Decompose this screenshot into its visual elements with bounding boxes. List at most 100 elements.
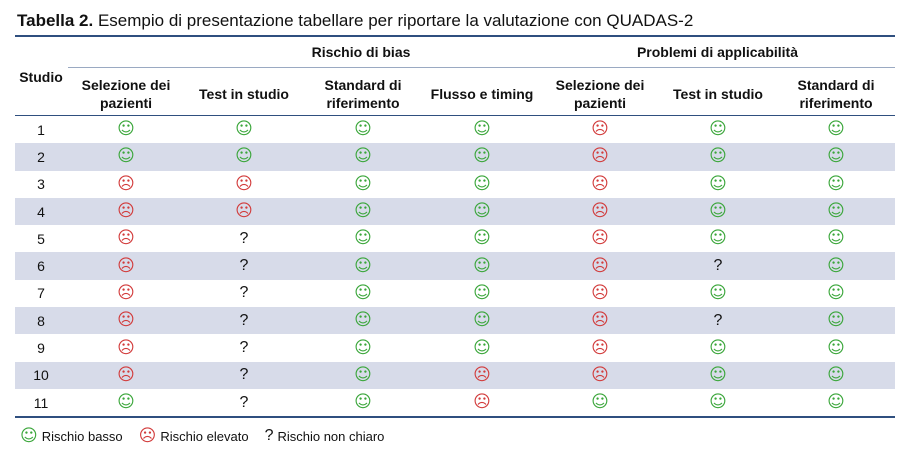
rating-cell: ☺ — [303, 143, 423, 171]
smile-icon: ☺ — [591, 392, 609, 413]
rating-cell: ☹ — [541, 116, 659, 143]
rating-cell: ☺ — [777, 225, 895, 252]
smile-icon: ☺ — [235, 119, 253, 140]
smile-icon: ☺ — [473, 119, 491, 140]
rating-cell: ☺ — [67, 116, 185, 143]
smile-icon: ☺ — [827, 146, 845, 167]
table-row: 6 ☹? ☺ ☺ ☹? ☺ — [15, 252, 895, 280]
col-header-bias-flusso: Flusso e timing — [430, 86, 534, 102]
rating-cell: ☺ — [777, 334, 895, 361]
bottom-rule — [15, 416, 895, 418]
smile-icon: ☺ — [827, 364, 845, 385]
question-icon: ? — [239, 229, 249, 247]
smile-icon: ☺ — [354, 146, 372, 167]
smile-icon: ☺ — [709, 173, 727, 194]
rating-cell: ☺ — [303, 197, 423, 226]
rating-cell: ☺ — [777, 307, 895, 335]
rating-cell: ☺ — [777, 389, 895, 416]
smile-icon: ☺ — [117, 392, 135, 413]
rating-cell: ? — [659, 307, 777, 335]
rating-cell: ☺ — [423, 197, 541, 226]
smile-icon: ☺ — [473, 146, 491, 167]
smile-icon: ☺ — [354, 201, 372, 222]
rating-cell: ☺ — [303, 307, 423, 335]
rating-cell: ☹ — [541, 197, 659, 226]
rating-cell: ☹ — [185, 197, 303, 226]
rating-cell: ☺ — [185, 116, 303, 143]
rating-cell: ☺ — [777, 197, 895, 226]
studio-cell: 3 — [37, 176, 45, 193]
col-header-app-selezione: Selezione dei pazienti — [555, 77, 645, 111]
frown-icon: ☹ — [591, 282, 609, 303]
question-icon: ? — [239, 257, 249, 275]
smile-icon: ☺ — [827, 392, 845, 413]
rating-cell: ? — [185, 225, 303, 252]
smile-icon: ☺ — [709, 228, 727, 249]
rating-cell: ☺ — [185, 143, 303, 171]
frown-icon: ☹ — [117, 310, 135, 331]
rating-cell: ☹ — [67, 307, 185, 335]
col-header-bias-selezione: Selezione dei pazienti — [81, 77, 171, 111]
rating-cell: ☹ — [541, 307, 659, 335]
quadas-table: 1 ☺ ☺ ☺ ☺ ☹ ☺ ☺ 2 ☺ ☺ ☺ ☺ ☹ ☺ ☺ 3 ☹ ☹ ☺ ☺ ☹ ☺ ☺ 4 ☹ ☹ ☺ ☺ ☹ ☺ ☺ 5 ☹? ☺ ☺ ☹ ☺ ☺… — [15, 116, 895, 416]
smile-icon: ☺ — [827, 119, 845, 140]
frown-icon: ☹ — [591, 255, 609, 276]
rating-cell: ☺ — [659, 197, 777, 226]
smile-icon: ☺ — [354, 282, 372, 303]
smile-icon: ☺ — [473, 310, 491, 331]
rating-cell: ☹ — [67, 252, 185, 280]
question-icon: ? — [239, 393, 249, 411]
smile-icon: ☺ — [473, 255, 491, 276]
group-header-bias: Rischio di bias — [311, 44, 411, 60]
rating-cell: ☺ — [777, 252, 895, 280]
rating-cell: ☹ — [185, 171, 303, 198]
rating-cell: ☺ — [423, 307, 541, 335]
rating-cell: ? — [659, 252, 777, 280]
frown-icon: ☹ — [591, 228, 609, 249]
smile-icon: ☺ — [354, 310, 372, 331]
caption-label: Tabella 2. — [17, 11, 94, 30]
studio-cell: 6 — [15, 252, 67, 280]
rating-cell: ☺ — [659, 361, 777, 389]
table-caption: Tabella 2. Esempio di presentazione tabe… — [17, 11, 693, 31]
table-row: 2 ☺ ☺ ☺ ☺ ☹ ☺ ☺ — [15, 143, 895, 171]
legend-label-low: Rischio basso — [41, 428, 123, 444]
rating-cell: ☺ — [541, 389, 659, 416]
rating-cell: ☺ — [423, 171, 541, 198]
smile-icon: ☺ — [709, 364, 727, 385]
smile-icon: ☺ — [709, 119, 727, 140]
rating-cell: ? — [185, 280, 303, 307]
frown-icon: ☹ — [117, 364, 135, 385]
smile-icon: ☺ — [354, 173, 372, 194]
rating-cell: ☹ — [541, 361, 659, 389]
frown-icon: ☹ — [235, 173, 253, 194]
col-header-studio: Studio — [19, 69, 63, 85]
smile-icon: ☺ — [354, 228, 372, 249]
smile-icon: ☺ — [235, 146, 253, 167]
smile-icon: ☺ — [709, 392, 727, 413]
col-header-app-standard: Standard di riferimento — [797, 77, 875, 111]
table-row: 8 ☹? ☺ ☺ ☹? ☺ — [15, 307, 895, 335]
table-row: 4 ☹ ☹ ☺ ☺ ☹ ☺ ☺ — [15, 197, 895, 226]
table-row: 9 ☹? ☺ ☺ ☹ ☺ ☺ — [15, 334, 895, 361]
table-row: 7 ☹? ☺ ☺ ☹ ☺ ☺ — [15, 280, 895, 307]
smile-icon: ☺ — [827, 282, 845, 303]
rating-cell: ☺ — [67, 389, 185, 416]
frown-icon: ☹ — [117, 255, 135, 276]
legend-label-high: Rischio elevato — [160, 428, 249, 444]
rating-cell: ☺ — [423, 280, 541, 307]
rating-cell: ☹ — [67, 334, 185, 361]
frown-icon: ☹ — [117, 282, 135, 303]
rating-cell: ☺ — [423, 334, 541, 361]
smile-icon: ☺ — [827, 255, 845, 276]
frown-icon: ☹ — [117, 173, 135, 194]
table-row: 1 ☺ ☺ ☺ ☺ ☹ ☺ ☺ — [15, 116, 895, 143]
smile-icon: ☺ — [473, 337, 491, 358]
rating-cell: ☺ — [777, 361, 895, 389]
frown-icon: ☹ — [473, 364, 491, 385]
rating-cell: ☺ — [659, 116, 777, 143]
rating-cell: ☺ — [423, 143, 541, 171]
col-header-bias-test: Test in studio — [199, 86, 289, 102]
rating-cell: ☺ — [303, 252, 423, 280]
